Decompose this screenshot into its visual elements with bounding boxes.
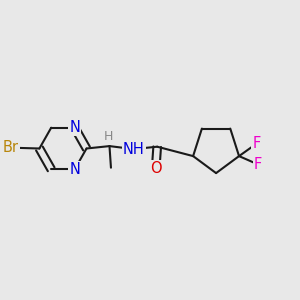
Text: F: F — [254, 157, 262, 172]
Text: F: F — [253, 136, 261, 151]
Text: Br: Br — [3, 140, 19, 155]
Text: NH: NH — [123, 142, 145, 157]
Text: H: H — [104, 130, 114, 143]
Text: N: N — [69, 162, 80, 177]
Text: N: N — [69, 120, 80, 135]
Text: O: O — [150, 161, 161, 176]
